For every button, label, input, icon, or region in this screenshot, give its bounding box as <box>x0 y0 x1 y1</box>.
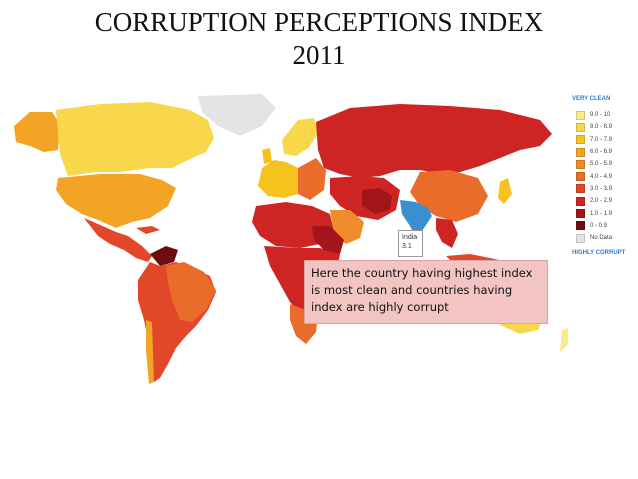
region-alaska <box>14 112 60 152</box>
region-india <box>400 200 432 238</box>
page-title: CORRUPTION PERCEPTIONS INDEX 2011 <box>0 6 638 72</box>
region-greenland <box>198 94 276 136</box>
legend-swatch <box>576 159 585 169</box>
legend-label: 2.0 - 2.9 <box>590 198 613 205</box>
legend-item: 3.0 - 3.9 <box>572 183 636 195</box>
region-caribbean <box>136 226 160 234</box>
region-new-zealand <box>560 328 568 352</box>
india-label-score: 3.1 <box>402 243 412 250</box>
legend-swatch <box>576 122 585 132</box>
legend-item: 9.0 - 10 <box>572 109 636 121</box>
legend-item: 4.0 - 4.9 <box>572 170 636 182</box>
legend: VERY CLEAN 9.0 - 10 8.0 - 8.9 7.0 - 7.9 6.0… <box>572 96 636 256</box>
region-usa <box>56 174 176 228</box>
legend-label: 6.0 - 6.9 <box>590 149 613 156</box>
legend-swatch <box>576 221 585 231</box>
region-brazil <box>166 262 216 322</box>
title-line-2: 2011 <box>292 40 346 70</box>
legend-swatch <box>576 110 585 120</box>
legend-item: 0 - 0.9 <box>572 220 636 232</box>
legend-bottom-label: HIGHLY CORRUPT <box>572 250 626 257</box>
legend-swatch <box>576 184 585 194</box>
india-label: India 3.1 <box>398 230 423 257</box>
legend-item: 5.0 - 5.9 <box>572 158 636 170</box>
legend-item: 7.0 - 7.9 <box>572 134 636 146</box>
region-china <box>410 170 488 222</box>
annotation-note: Here the country having highest index is… <box>304 260 548 324</box>
world-map <box>14 94 568 384</box>
region-chile <box>146 320 154 384</box>
legend-item: No Data <box>572 232 636 244</box>
legend-label: 5.0 - 5.9 <box>590 161 613 168</box>
legend-label: 7.0 - 7.9 <box>590 136 613 143</box>
region-venezuela <box>150 246 178 266</box>
legend-item: 6.0 - 6.9 <box>572 146 636 158</box>
title-line-1: CORRUPTION PERCEPTIONS INDEX <box>94 7 544 37</box>
region-mexico <box>84 218 152 262</box>
legend-label: No Data <box>590 235 613 242</box>
legend-swatch <box>576 135 585 145</box>
legend-label: 4.0 - 4.9 <box>590 173 613 180</box>
legend-label: 3.0 - 3.9 <box>590 185 613 192</box>
legend-swatch <box>576 209 585 219</box>
legend-label: 9.0 - 10 <box>590 112 611 119</box>
legend-label: 1.0 - 1.9 <box>590 210 613 217</box>
region-southeast-asia <box>436 218 458 248</box>
legend-swatch <box>576 172 585 182</box>
region-horn-of-africa <box>312 226 344 254</box>
region-uk <box>262 148 272 164</box>
region-canada <box>56 102 214 176</box>
region-iran-afghanistan <box>362 188 392 214</box>
legend-item: 8.0 - 8.9 <box>572 121 636 133</box>
legend-label: 0 - 0.9 <box>590 222 608 229</box>
legend-item: 1.0 - 1.9 <box>572 207 636 219</box>
legend-swatch <box>576 196 585 206</box>
region-japan <box>498 178 512 204</box>
region-scandinavia <box>282 118 318 156</box>
india-label-country: India <box>402 234 418 241</box>
legend-swatch <box>576 233 585 243</box>
region-russia <box>316 104 552 178</box>
region-europe-west <box>258 160 304 198</box>
legend-items: 9.0 - 10 8.0 - 8.9 7.0 - 7.9 6.0 - 6.9 5.0 -… <box>572 109 636 244</box>
legend-item: 2.0 - 2.9 <box>572 195 636 207</box>
legend-swatch <box>576 147 585 157</box>
region-europe-east <box>298 158 326 200</box>
legend-label: 8.0 - 8.9 <box>590 124 613 131</box>
legend-top-label: VERY CLEAN <box>572 96 611 102</box>
